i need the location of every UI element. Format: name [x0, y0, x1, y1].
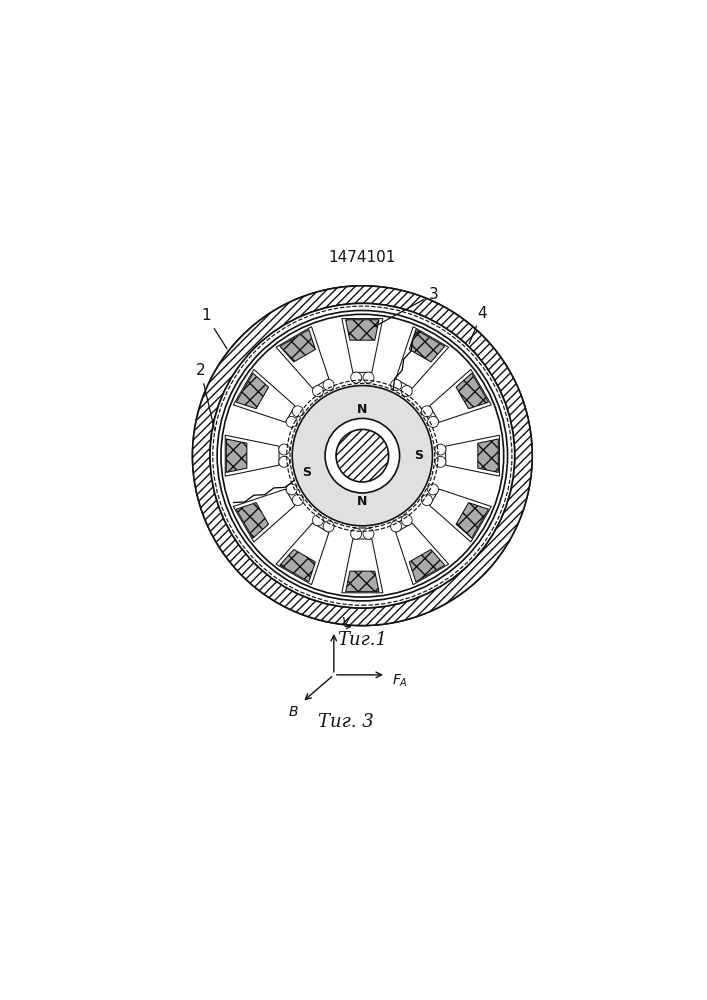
Circle shape — [323, 521, 334, 532]
Text: N: N — [357, 495, 368, 508]
Polygon shape — [409, 549, 445, 582]
Circle shape — [390, 379, 402, 390]
Circle shape — [435, 456, 446, 467]
Text: Τиг.1: Τиг.1 — [337, 631, 387, 649]
Circle shape — [192, 286, 532, 626]
Circle shape — [286, 416, 297, 427]
Polygon shape — [396, 523, 449, 585]
Text: $F_A$: $F_A$ — [392, 672, 409, 689]
Circle shape — [286, 484, 297, 495]
Circle shape — [351, 528, 362, 539]
Polygon shape — [236, 503, 269, 538]
Text: S: S — [302, 466, 311, 479]
Polygon shape — [430, 489, 491, 542]
Polygon shape — [233, 489, 295, 542]
Polygon shape — [346, 571, 379, 592]
Polygon shape — [445, 435, 499, 476]
Polygon shape — [280, 549, 315, 582]
Text: 1474101: 1474101 — [329, 250, 396, 265]
Text: Τиг. 3: Τиг. 3 — [318, 713, 374, 731]
Circle shape — [363, 528, 374, 539]
Text: 1: 1 — [201, 308, 227, 349]
Circle shape — [292, 386, 433, 526]
Text: N: N — [357, 403, 368, 416]
Circle shape — [323, 379, 334, 390]
Wedge shape — [192, 286, 532, 626]
Text: 3: 3 — [375, 287, 438, 327]
Circle shape — [221, 314, 503, 597]
Polygon shape — [342, 319, 382, 372]
Polygon shape — [478, 439, 498, 472]
Polygon shape — [456, 373, 489, 409]
Circle shape — [336, 429, 389, 482]
Circle shape — [428, 416, 438, 427]
Polygon shape — [233, 369, 295, 422]
Circle shape — [351, 372, 362, 383]
Circle shape — [421, 406, 433, 417]
Polygon shape — [396, 327, 449, 388]
Circle shape — [292, 406, 303, 417]
Text: B: B — [288, 705, 298, 719]
Circle shape — [312, 386, 323, 397]
Polygon shape — [342, 539, 382, 593]
Circle shape — [421, 495, 433, 506]
Polygon shape — [236, 373, 269, 409]
Circle shape — [435, 444, 446, 455]
Circle shape — [402, 386, 412, 397]
Polygon shape — [456, 503, 489, 538]
Circle shape — [279, 456, 290, 467]
Polygon shape — [409, 330, 445, 362]
Circle shape — [363, 372, 374, 383]
Circle shape — [210, 303, 515, 608]
Polygon shape — [346, 320, 379, 340]
Circle shape — [279, 444, 290, 455]
Polygon shape — [276, 523, 329, 585]
Text: S: S — [414, 449, 423, 462]
Circle shape — [428, 484, 438, 495]
Text: 2: 2 — [196, 363, 215, 431]
Text: 4: 4 — [469, 306, 486, 344]
Polygon shape — [226, 439, 247, 472]
Polygon shape — [280, 330, 315, 362]
Circle shape — [325, 418, 399, 493]
Polygon shape — [430, 369, 491, 422]
Circle shape — [217, 310, 508, 601]
Circle shape — [402, 515, 412, 526]
Circle shape — [390, 521, 402, 532]
Circle shape — [292, 495, 303, 506]
Polygon shape — [226, 435, 279, 476]
Circle shape — [312, 515, 323, 526]
Polygon shape — [276, 327, 329, 388]
Text: v: v — [342, 614, 350, 628]
